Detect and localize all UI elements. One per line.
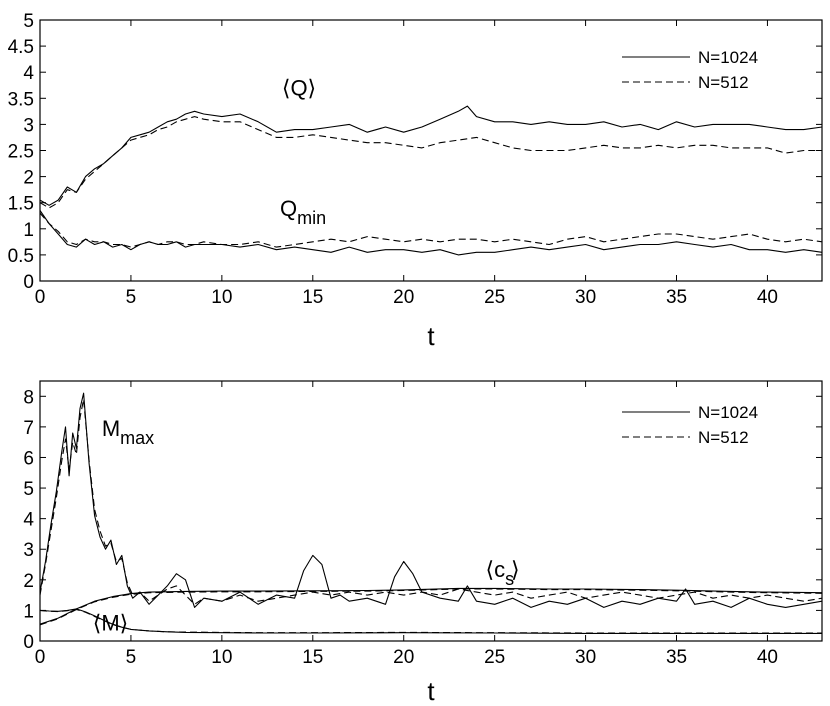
series-line-q-1024 xyxy=(39,105,823,206)
x-tick-label: 0 xyxy=(35,287,46,308)
legend-label: N=512 xyxy=(698,428,749,447)
y-tick-label: 2.5 xyxy=(8,142,34,163)
series-annotation: ⟨Q⟩ xyxy=(282,76,316,101)
series-line-mmax-512 xyxy=(39,398,823,605)
y-tick-label: 6 xyxy=(23,448,34,469)
plot-frame xyxy=(39,380,823,642)
x-tick-label: 25 xyxy=(484,287,505,308)
series-annotation: ⟨M⟩ xyxy=(93,610,129,635)
x-tick-label: 0 xyxy=(35,647,46,668)
legend-label: N=1024 xyxy=(698,48,758,67)
y-tick-label: 0 xyxy=(23,632,34,653)
series-line-cs-512 xyxy=(39,588,823,626)
x-tick-label: 10 xyxy=(211,647,232,668)
x-tick-label: 5 xyxy=(126,287,137,308)
series-annotation: ⟩ xyxy=(511,557,520,582)
y-tick-label: 1 xyxy=(23,601,34,622)
y-tick-label: 1.5 xyxy=(8,194,34,215)
y-tick-label: 4 xyxy=(23,510,34,531)
y-tick-label: 7 xyxy=(23,418,34,439)
x-tick-label: 15 xyxy=(302,287,323,308)
legend-label: N=1024 xyxy=(698,403,758,422)
x-tick-label: 10 xyxy=(211,287,232,308)
x-tick-label: 35 xyxy=(666,647,687,668)
y-tick-label: 3 xyxy=(23,540,34,561)
series-line-qmin-512 xyxy=(39,212,823,248)
series-line-qmin-1024 xyxy=(39,210,823,256)
y-tick-label: 3.5 xyxy=(8,89,34,110)
x-tick-label: 15 xyxy=(302,647,323,668)
series-annotation: Mmax xyxy=(102,416,154,448)
x-axis-label: t xyxy=(427,676,435,706)
series-annotation: Qmin xyxy=(280,196,326,228)
chart-panel-2: 0 5 10 15 20 25 30 35 40 0 1 2 3 4 5 6 7 8 t Mmax ⟨cs⟩ ⟨M⟩ N=1… xyxy=(23,380,823,706)
x-tick-label: 20 xyxy=(393,647,414,668)
chart-panel-1: 0 5 10 15 20 25 30 35 4000.511.522.533.544.55t⟨Q… xyxy=(8,11,823,351)
legend: N=1024 N=512 xyxy=(622,403,758,447)
series-line-m-512 xyxy=(39,608,822,634)
y-tick-label: 2 xyxy=(23,168,34,189)
x-tick-label: 40 xyxy=(757,647,778,668)
x-tick-label: 30 xyxy=(575,287,596,308)
x-tick-label: 20 xyxy=(393,287,414,308)
x-tick-label: 35 xyxy=(666,287,687,308)
legend: N=1024 N=512 xyxy=(622,48,758,92)
series-annotation: ⟨cs xyxy=(486,557,515,589)
x-tick-label: 30 xyxy=(575,647,596,668)
series-line-cs-1024 xyxy=(39,587,823,625)
y-tick-label: 4 xyxy=(23,63,34,84)
series-line-m-1024 xyxy=(39,608,822,634)
y-tick-label: 2 xyxy=(23,571,34,592)
legend-label: N=512 xyxy=(698,73,749,92)
y-tick-label: 5 xyxy=(23,479,34,500)
y-tick-label: 0 xyxy=(23,272,34,293)
y-tick-label: 8 xyxy=(23,387,34,408)
y-tick-label: 1 xyxy=(23,220,34,241)
y-tick-label: 3 xyxy=(23,115,34,136)
x-tick-label: 5 xyxy=(126,647,137,668)
x-tick-label: 25 xyxy=(484,647,505,668)
x-tick-label: 40 xyxy=(757,287,778,308)
series-line-mmax-1024 xyxy=(39,392,823,608)
x-axis-label: t xyxy=(427,321,435,351)
y-tick-label: 5 xyxy=(23,11,34,32)
y-tick-label: 4.5 xyxy=(8,37,34,58)
y-tick-label: 0.5 xyxy=(8,246,34,267)
series-line-q-512 xyxy=(39,116,822,209)
